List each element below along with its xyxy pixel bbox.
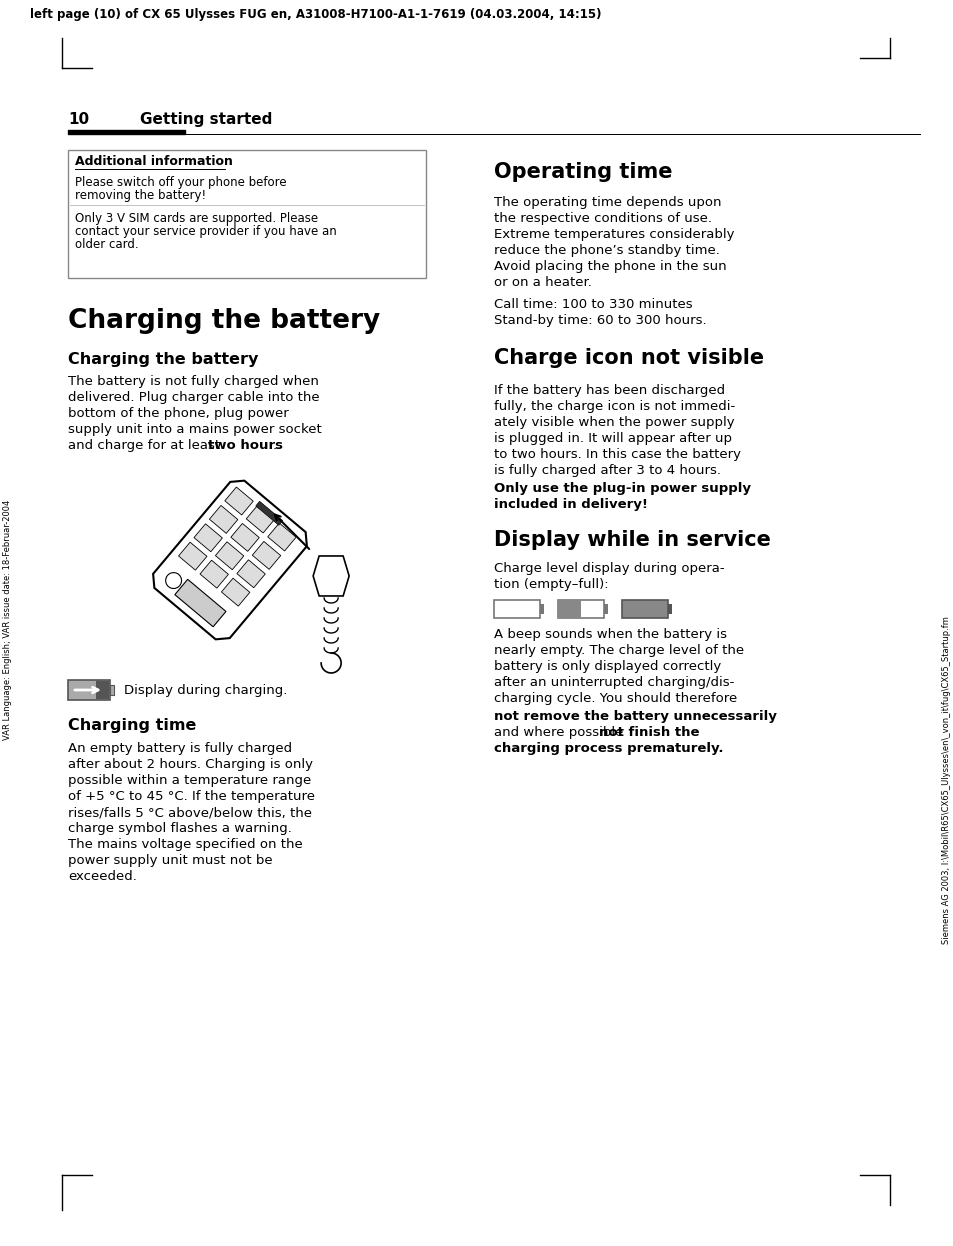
FancyBboxPatch shape [68,680,110,700]
FancyBboxPatch shape [539,604,543,614]
Text: A beep sounds when the battery is: A beep sounds when the battery is [494,628,726,640]
Polygon shape [200,561,228,588]
Text: contact your service provider if you have an: contact your service provider if you hav… [75,226,336,238]
Text: to two hours. In this case the battery: to two hours. In this case the battery [494,449,740,461]
Text: is fully charged after 3 to 4 hours.: is fully charged after 3 to 4 hours. [494,464,720,477]
Text: exceeded.: exceeded. [68,870,136,883]
Text: Avoid placing the phone in the sun: Avoid placing the phone in the sun [494,260,726,273]
Text: The battery is not fully charged when: The battery is not fully charged when [68,375,318,388]
FancyBboxPatch shape [621,601,667,618]
Polygon shape [209,506,237,533]
Text: and charge for at least: and charge for at least [68,439,224,452]
Text: possible within a temperature range: possible within a temperature range [68,774,311,787]
Text: supply unit into a mains power socket: supply unit into a mains power socket [68,422,321,436]
Text: older card.: older card. [75,238,138,250]
Text: .: . [273,439,276,452]
Text: Extreme temperatures considerably: Extreme temperatures considerably [494,228,734,240]
Text: Charging time: Charging time [68,718,196,733]
Text: after an uninterrupted charging/dis-: after an uninterrupted charging/dis- [494,677,734,689]
Polygon shape [246,505,274,533]
Text: VAR Language: English; VAR issue date: 18-Februar-2004: VAR Language: English; VAR issue date: 1… [4,500,12,740]
Text: The operating time depends upon: The operating time depends upon [494,196,720,209]
Text: Charge icon not visible: Charge icon not visible [494,348,763,368]
Text: not remove the battery unnecessarily: not remove the battery unnecessarily [494,710,776,723]
FancyBboxPatch shape [494,601,539,618]
FancyBboxPatch shape [667,604,671,614]
Text: rises/falls 5 °C above/below this, the: rises/falls 5 °C above/below this, the [68,806,312,819]
Polygon shape [225,487,253,515]
Text: ately visible when the power supply: ately visible when the power supply [494,416,734,429]
Text: Operating time: Operating time [494,162,672,182]
Polygon shape [252,542,280,569]
Text: An empty battery is fully charged: An empty battery is fully charged [68,743,292,755]
Polygon shape [221,578,250,606]
Polygon shape [268,523,295,551]
Polygon shape [215,542,244,569]
Text: reduce the phone’s standby time.: reduce the phone’s standby time. [494,244,720,257]
FancyBboxPatch shape [68,150,426,278]
Text: not finish the: not finish the [598,726,699,739]
Polygon shape [193,523,222,552]
Text: If the battery has been discharged: If the battery has been discharged [494,384,724,397]
Text: fully, the charge icon is not immedi-: fully, the charge icon is not immedi- [494,400,735,412]
Text: Charge level display during opera-: Charge level display during opera- [494,562,724,574]
Text: after about 2 hours. Charging is only: after about 2 hours. Charging is only [68,758,313,771]
Text: battery is only displayed correctly: battery is only displayed correctly [494,660,720,673]
Text: charge symbol flashes a warning.: charge symbol flashes a warning. [68,822,292,835]
Text: Only use the plug-in power supply: Only use the plug-in power supply [494,482,750,495]
Polygon shape [231,523,259,551]
Text: charging process prematurely.: charging process prematurely. [494,743,722,755]
Text: tion (empty–full):: tion (empty–full): [494,578,608,591]
Text: Additional information: Additional information [75,155,233,168]
FancyBboxPatch shape [558,601,603,618]
Text: bottom of the phone, plug power: bottom of the phone, plug power [68,407,289,420]
Text: nearly empty. The charge level of the: nearly empty. The charge level of the [494,644,743,657]
Polygon shape [166,573,181,588]
Text: or on a heater.: or on a heater. [494,277,591,289]
Text: power supply unit must not be: power supply unit must not be [68,854,273,867]
Text: Display while in service: Display while in service [494,530,770,549]
Polygon shape [153,481,307,639]
Text: is plugged in. It will appear after up: is plugged in. It will appear after up [494,432,731,445]
Text: the respective conditions of use.: the respective conditions of use. [494,212,711,226]
Text: Please switch off your phone before: Please switch off your phone before [75,176,286,189]
Text: removing the battery!: removing the battery! [75,189,206,202]
FancyBboxPatch shape [558,601,580,618]
Text: 10: 10 [68,112,89,127]
Text: two hours: two hours [208,439,283,452]
Polygon shape [236,559,265,588]
Text: Getting started: Getting started [140,112,273,127]
Text: charging cycle. You should therefore: charging cycle. You should therefore [494,692,737,705]
Text: included in delivery!: included in delivery! [494,498,647,511]
Text: Siemens AG 2003, I:\Mobil\R65\CX65_Ulysses\en\_von_it\fug\CX65_Startup.fm: Siemens AG 2003, I:\Mobil\R65\CX65_Ulyss… [942,616,950,944]
Polygon shape [174,579,226,627]
Polygon shape [255,501,282,526]
Text: and where possible: and where possible [494,726,627,739]
Text: Charging the battery: Charging the battery [68,308,380,334]
Text: of +5 °C to 45 °C. If the temperature: of +5 °C to 45 °C. If the temperature [68,790,314,802]
Text: left page (10) of CX 65 Ulysses FUG en, A31008-H7100-A1-1-7619 (04.03.2004, 14:1: left page (10) of CX 65 Ulysses FUG en, … [30,7,601,21]
Text: Call time: 100 to 330 minutes: Call time: 100 to 330 minutes [494,298,692,312]
Text: The mains voltage specified on the: The mains voltage specified on the [68,839,302,851]
Text: Display during charging.: Display during charging. [124,684,287,697]
Text: delivered. Plug charger cable into the: delivered. Plug charger cable into the [68,391,319,404]
FancyBboxPatch shape [603,604,607,614]
Text: Stand-by time: 60 to 300 hours.: Stand-by time: 60 to 300 hours. [494,314,706,326]
FancyBboxPatch shape [96,682,109,699]
Text: Charging the battery: Charging the battery [68,353,258,368]
Polygon shape [313,556,349,596]
Text: Only 3 V SIM cards are supported. Please: Only 3 V SIM cards are supported. Please [75,212,317,226]
Polygon shape [178,542,207,571]
FancyBboxPatch shape [110,685,113,695]
